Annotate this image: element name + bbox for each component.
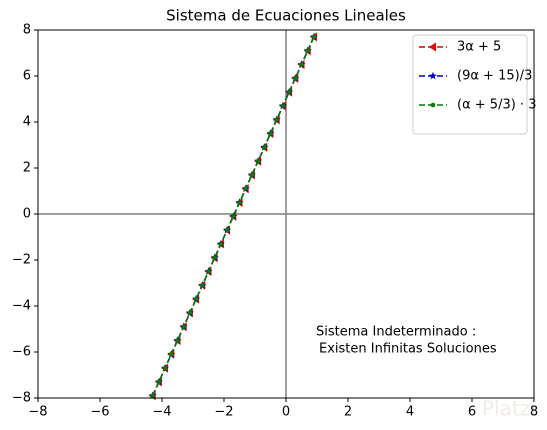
data-point <box>224 227 230 233</box>
annotation: Existen Infinitas Soluciones <box>319 342 497 357</box>
data-point <box>274 117 280 122</box>
data-point <box>162 365 168 371</box>
series-line <box>152 36 315 397</box>
data-point <box>311 34 317 40</box>
legend-marker <box>429 42 436 52</box>
y-tick-label: 8 <box>23 23 31 38</box>
y-tick-label: −6 <box>12 345 31 360</box>
chart-title: Sistema de Ecuaciones Lineales <box>166 7 406 25</box>
y-tick-label: 0 <box>23 207 31 222</box>
data-point <box>249 172 255 178</box>
data-point <box>212 255 217 260</box>
data-point <box>200 283 205 288</box>
x-tick-label: 0 <box>282 405 290 420</box>
x-tick-label: −4 <box>152 405 171 420</box>
data-point <box>293 76 298 81</box>
data-point <box>262 145 267 150</box>
y-tick-label: −2 <box>12 253 31 268</box>
legend-box <box>412 34 528 135</box>
x-tick-label: 6 <box>468 405 476 420</box>
legend-label: (9α + 15)/3 <box>457 69 532 84</box>
y-tick-label: 4 <box>23 115 31 130</box>
data-point <box>193 296 199 302</box>
data-point <box>231 214 236 219</box>
data-point <box>305 48 311 53</box>
legend-marker <box>429 71 437 80</box>
data-point <box>280 103 286 109</box>
data-point <box>218 241 224 247</box>
y-tick-label: −4 <box>12 299 31 314</box>
x-tick-label: 4 <box>406 405 414 420</box>
data-point <box>187 310 193 316</box>
data-point <box>255 158 261 164</box>
data-point <box>243 186 248 191</box>
data-point <box>299 62 304 67</box>
legend-label: (α + 5/3) · 3 <box>457 98 536 113</box>
data-point <box>237 200 242 205</box>
legend-marker <box>430 102 436 108</box>
x-tick-label: −6 <box>90 405 109 420</box>
x-tick-label: 2 <box>344 405 352 420</box>
y-tick-label: 6 <box>23 69 31 84</box>
annotation: Sistema Indeterminado : <box>316 325 476 340</box>
data-point <box>169 352 174 357</box>
y-tick-label: 2 <box>23 161 31 176</box>
y-tick-label: −8 <box>12 391 31 406</box>
x-tick-label: −2 <box>214 405 233 420</box>
plot-frame <box>37 29 535 399</box>
data-point <box>268 131 273 136</box>
watermark: Platzi <box>482 397 536 421</box>
data-point <box>150 393 155 399</box>
data-point <box>286 89 292 95</box>
x-tick-label: 8 <box>530 405 538 420</box>
data-point <box>206 269 211 274</box>
data-point <box>175 338 180 343</box>
legend-label: 3α + 5 <box>457 40 501 55</box>
x-tick-label: −8 <box>28 405 47 420</box>
data-point <box>181 324 186 330</box>
data-point <box>156 379 162 385</box>
